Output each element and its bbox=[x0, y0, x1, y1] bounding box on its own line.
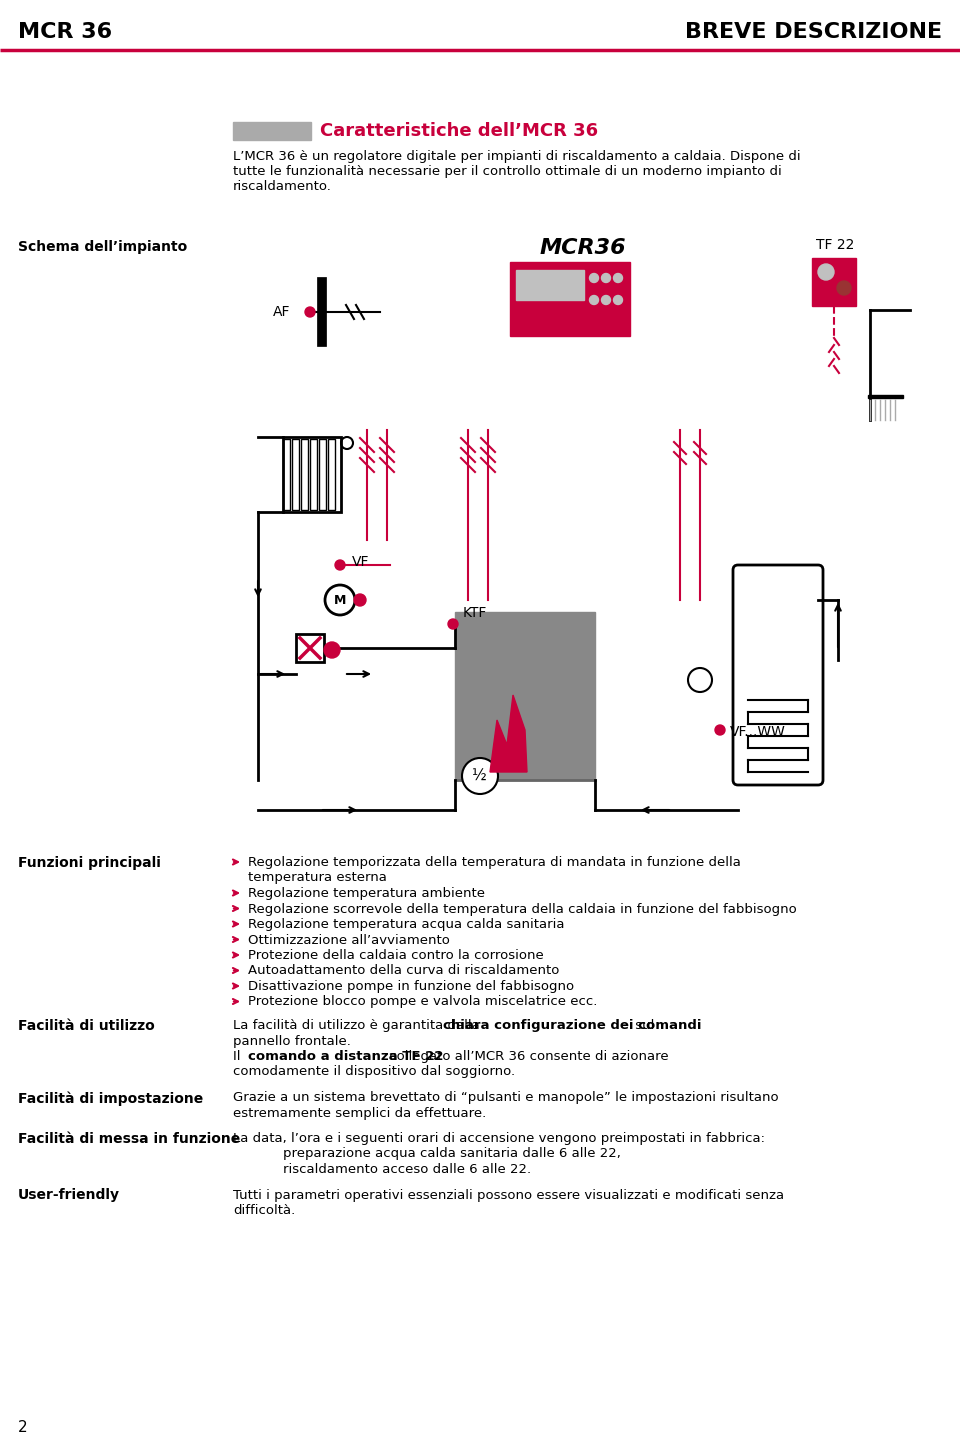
Text: MCR 36: MCR 36 bbox=[18, 22, 112, 42]
Bar bbox=[868, 395, 903, 398]
Circle shape bbox=[324, 642, 340, 658]
Bar bbox=[292, 438, 299, 510]
Bar bbox=[310, 438, 317, 510]
Text: Funzioni principali: Funzioni principali bbox=[18, 857, 161, 870]
Text: Regolazione temporizzata della temperatura di mandata in funzione della: Regolazione temporizzata della temperatu… bbox=[248, 857, 741, 870]
Text: riscaldamento acceso dalle 6 alle 22.: riscaldamento acceso dalle 6 alle 22. bbox=[283, 1164, 531, 1177]
Text: comando a distanza TF 22: comando a distanza TF 22 bbox=[248, 1050, 444, 1063]
Bar bbox=[233, 123, 311, 140]
Text: La facilità di utilizzo è garantita dalla: La facilità di utilizzo è garantita dall… bbox=[233, 1019, 484, 1032]
Text: Facilità di messa in funzione: Facilità di messa in funzione bbox=[18, 1132, 240, 1146]
Bar bbox=[455, 611, 595, 780]
Text: Regolazione temperatura acqua calda sanitaria: Regolazione temperatura acqua calda sani… bbox=[248, 919, 564, 932]
Bar bbox=[296, 634, 324, 662]
Bar bbox=[301, 438, 308, 510]
Text: La data, l’ora e i seguenti orari di accensione vengono preimpostati in fabbrica: La data, l’ora e i seguenti orari di acc… bbox=[233, 1132, 765, 1145]
Circle shape bbox=[589, 296, 598, 304]
Circle shape bbox=[305, 307, 315, 317]
Text: Regolazione temperatura ambiente: Regolazione temperatura ambiente bbox=[248, 887, 485, 900]
Circle shape bbox=[462, 758, 498, 795]
Text: Protezione della caldaia contro la corrosione: Protezione della caldaia contro la corro… bbox=[248, 949, 543, 962]
Text: M: M bbox=[328, 646, 336, 655]
Polygon shape bbox=[490, 695, 527, 771]
Circle shape bbox=[354, 594, 366, 606]
Text: TF 22: TF 22 bbox=[816, 238, 854, 252]
Text: Protezione blocco pompe e valvola miscelatrice ecc.: Protezione blocco pompe e valvola miscel… bbox=[248, 995, 597, 1008]
Text: Caratteristiche dell’MCR 36: Caratteristiche dell’MCR 36 bbox=[320, 123, 598, 140]
Text: VF...WW: VF...WW bbox=[730, 725, 786, 738]
Text: temperatura esterna: temperatura esterna bbox=[248, 871, 387, 884]
Text: Il: Il bbox=[233, 1050, 245, 1063]
Text: AF: AF bbox=[273, 306, 290, 319]
Text: comodamente il dispositivo dal soggiorno.: comodamente il dispositivo dal soggiorno… bbox=[233, 1066, 516, 1079]
Bar bbox=[328, 438, 335, 510]
Circle shape bbox=[688, 668, 712, 692]
Text: preparazione acqua calda sanitaria dalle 6 alle 22,: preparazione acqua calda sanitaria dalle… bbox=[283, 1148, 621, 1161]
Text: MCR36: MCR36 bbox=[540, 238, 627, 258]
Text: collegato all’MCR 36 consente di azionare: collegato all’MCR 36 consente di azionar… bbox=[385, 1050, 668, 1063]
Text: difficoltà.: difficoltà. bbox=[233, 1204, 296, 1217]
Text: KTF: KTF bbox=[463, 606, 488, 620]
Circle shape bbox=[602, 274, 611, 283]
Text: Schema dell’impianto: Schema dell’impianto bbox=[18, 239, 187, 254]
Text: tutte le funzionalità necessarie per il controllo ottimale di un moderno impiant: tutte le funzionalità necessarie per il … bbox=[233, 164, 781, 177]
Text: chiara configurazione dei comandi: chiara configurazione dei comandi bbox=[443, 1019, 702, 1032]
Text: L’MCR 36 è un regolatore digitale per impianti di riscaldamento a caldaia. Dispo: L’MCR 36 è un regolatore digitale per im… bbox=[233, 150, 801, 163]
Text: VF: VF bbox=[352, 555, 370, 570]
Text: Facilità di impostazione: Facilità di impostazione bbox=[18, 1092, 204, 1106]
Circle shape bbox=[715, 725, 725, 735]
Text: Disattivazione pompe in funzione del fabbisogno: Disattivazione pompe in funzione del fab… bbox=[248, 981, 574, 994]
Text: Ottimizzazione all’avviamento: Ottimizzazione all’avviamento bbox=[248, 933, 450, 946]
Text: riscaldamento.: riscaldamento. bbox=[233, 180, 332, 193]
Text: User-friendly: User-friendly bbox=[18, 1188, 120, 1203]
Circle shape bbox=[613, 296, 622, 304]
Bar bbox=[319, 438, 326, 510]
Text: sul: sul bbox=[631, 1019, 655, 1032]
Text: pannello frontale.: pannello frontale. bbox=[233, 1034, 350, 1047]
Text: M: M bbox=[334, 594, 347, 607]
Bar bbox=[516, 270, 584, 300]
Text: Regolazione scorrevole della temperatura della caldaia in funzione del fabbisogn: Regolazione scorrevole della temperatura… bbox=[248, 903, 797, 916]
Text: 2: 2 bbox=[18, 1420, 28, 1435]
Text: ½: ½ bbox=[470, 769, 486, 783]
Circle shape bbox=[818, 264, 834, 280]
Text: estremamente semplici da effettuare.: estremamente semplici da effettuare. bbox=[233, 1106, 487, 1119]
Text: Tutti i parametri operativi essenziali possono essere visualizzati e modificati : Tutti i parametri operativi essenziali p… bbox=[233, 1188, 784, 1201]
Bar bbox=[283, 437, 341, 512]
Text: Grazie a un sistema brevettato di “pulsanti e manopole” le impostazioni risultan: Grazie a un sistema brevettato di “pulsa… bbox=[233, 1092, 779, 1105]
Circle shape bbox=[448, 619, 458, 629]
Circle shape bbox=[837, 281, 851, 296]
Text: Facilità di utilizzo: Facilità di utilizzo bbox=[18, 1019, 155, 1032]
Circle shape bbox=[602, 296, 611, 304]
Text: BREVE DESCRIZIONE: BREVE DESCRIZIONE bbox=[684, 22, 942, 42]
Circle shape bbox=[335, 559, 345, 570]
Text: Autoadattamento della curva di riscaldamento: Autoadattamento della curva di riscaldam… bbox=[248, 965, 560, 978]
Circle shape bbox=[613, 274, 622, 283]
Bar bbox=[812, 258, 856, 306]
Circle shape bbox=[589, 274, 598, 283]
Bar bbox=[510, 262, 630, 336]
Bar bbox=[283, 438, 290, 510]
